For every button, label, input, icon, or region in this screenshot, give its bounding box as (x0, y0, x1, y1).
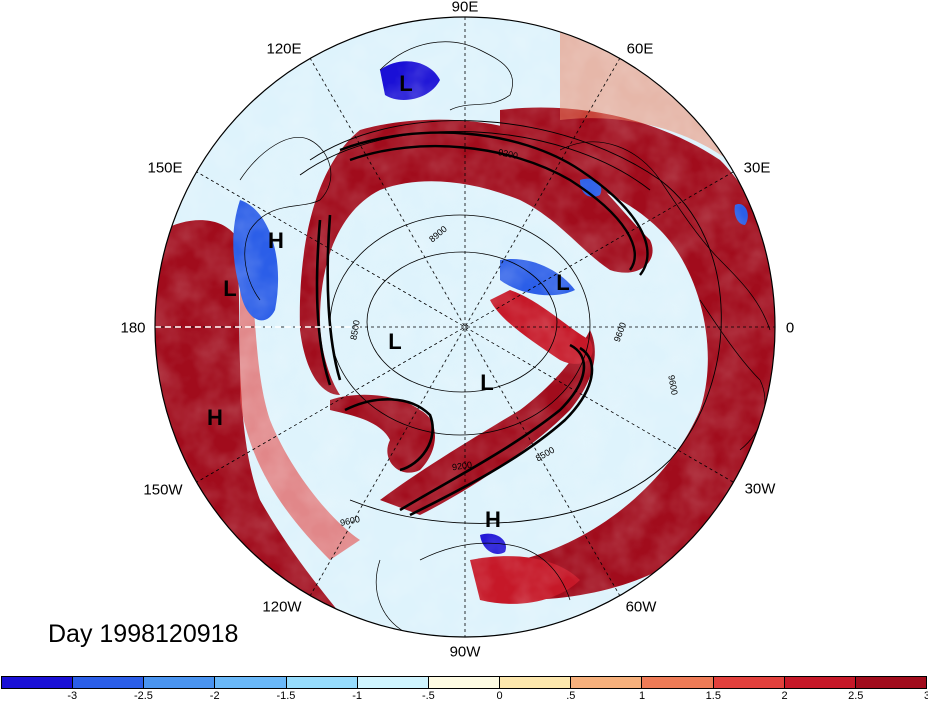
longitude-label: 120W (262, 598, 302, 616)
longitude-label: 30W (744, 480, 776, 498)
high-pressure-marker: H (268, 228, 284, 253)
colorbar-tick-label: 1.5 (705, 690, 721, 702)
longitude-label: 150E (147, 159, 183, 177)
height-contours (299, 120, 722, 524)
day-label: Day 1998120918 (48, 620, 239, 648)
colorbar-swatch (73, 677, 145, 688)
map-boundary (154, 16, 776, 638)
colorbar-swatch (428, 677, 501, 688)
colorbar-tick-label: -2.5 (133, 690, 153, 702)
longitude-label: 120E (266, 40, 302, 58)
colorbar-tick-label: 2.5 (848, 690, 864, 702)
colorbar-tick-label: .5 (566, 690, 576, 702)
colorbar-swatch (357, 677, 429, 688)
colorbar-tick-label: -1.5 (276, 690, 296, 702)
colorbar-swatch (286, 677, 358, 688)
colorbar-swatch (500, 677, 572, 688)
longitude-label: 60W (625, 598, 657, 616)
colorbar-swatch (144, 677, 216, 688)
colorbar-swatch (2, 677, 74, 688)
high-pressure-marker: H (485, 507, 501, 532)
colorbar-swatch (642, 677, 714, 688)
high-pressure-marker: H (207, 405, 223, 430)
colorbar-tick-label: -1 (352, 690, 363, 702)
polar-map (154, 16, 776, 638)
low-pressure-marker: L (480, 370, 494, 395)
colorbar-tick-label: 3 (923, 690, 928, 702)
longitude-label: 60E (626, 40, 654, 58)
colorbar-tick-label: -3 (67, 690, 78, 702)
colorbar-swatch (215, 677, 287, 688)
colorbar-swatch (784, 677, 856, 688)
longitude-label: 90W (449, 643, 481, 661)
colorbar-swatch (855, 677, 927, 688)
low-pressure-marker: L (556, 270, 570, 295)
coastlines (239, 41, 771, 636)
colorbar-tick-label: -.5 (421, 690, 435, 702)
longitude-label: 30E (743, 159, 771, 177)
colorbar-tick-label: 2 (781, 690, 788, 702)
low-pressure-marker: L (388, 329, 402, 354)
colorbar-tick-label: 0 (496, 690, 503, 702)
colorbar-tick-label: 1 (639, 690, 646, 702)
low-pressure-marker: L (399, 71, 413, 96)
longitude-label: 90E (451, 0, 479, 16)
colorbar-swatch (713, 677, 785, 688)
colorbar-tick-label: -2 (209, 690, 220, 702)
colorbar-swatch (571, 677, 643, 688)
longitude-label: 150W (143, 481, 183, 499)
longitude-label: 0 (785, 319, 795, 337)
longitude-label: 180 (120, 319, 146, 337)
colorbar (1, 676, 927, 689)
low-pressure-marker: L (223, 276, 237, 301)
